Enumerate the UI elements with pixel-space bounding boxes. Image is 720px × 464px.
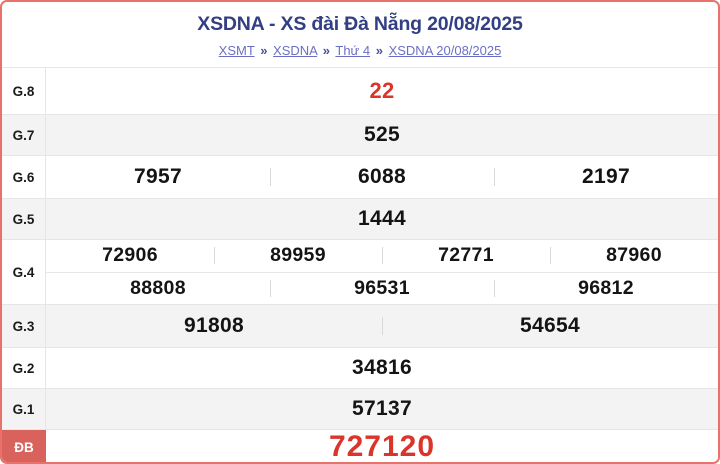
table-row-special: ĐB 727120 [2, 430, 718, 464]
prize-values: 1444 [46, 199, 718, 239]
table-row: G.7 525 [2, 115, 718, 157]
prize-number: 88808 [130, 276, 186, 299]
value-line: 727120 [46, 430, 718, 464]
breadcrumb-separator: » [322, 43, 330, 59]
prize-label: G.1 [2, 389, 46, 430]
prize-number-special: 727120 [328, 430, 436, 464]
table-row: G.2 34816 [2, 348, 718, 390]
prize-label: G.5 [2, 199, 46, 240]
prize-number: 2197 [494, 165, 718, 189]
breadcrumb-link-xsdna[interactable]: XSDNA [273, 43, 318, 59]
page-title: XSDNA - XS đài Đà Nẵng 20/08/2025 [197, 13, 523, 35]
table-row: G.4 72906 89959 72771 87960 88808 96531 … [2, 240, 718, 306]
prize-number: 96812 [494, 277, 718, 300]
prize-number: 1444 [358, 207, 406, 231]
prize-number: 72906 [102, 244, 158, 267]
prize-values: 72906 89959 72771 87960 88808 96531 9681… [46, 240, 718, 304]
table-row: G.3 91808 54654 [2, 305, 718, 349]
prize-number: 22 [369, 78, 395, 104]
prize-label: G.3 [2, 305, 46, 348]
breadcrumb: XSMT » XSDNA » Thứ 4 » XSDNA 20/08/2025 [2, 43, 718, 59]
prize-number: 91808 [184, 314, 244, 338]
prize-label: G.6 [2, 156, 46, 199]
value-line: 525 [46, 115, 718, 155]
prize-number: 89959 [214, 244, 382, 267]
prize-number: 7957 [134, 165, 182, 189]
table-row: G.5 1444 [2, 199, 718, 241]
breadcrumb-separator: » [260, 43, 268, 59]
prize-number: 96531 [270, 277, 494, 300]
prize-values: 7957 6088 2197 [46, 156, 718, 198]
prize-values: 22 [46, 68, 718, 114]
page-header: XSDNA - XS đài Đà Nẵng 20/08/2025 XSMT »… [2, 2, 718, 68]
breadcrumb-link-current[interactable]: XSDNA 20/08/2025 [388, 43, 502, 59]
prize-label: G.8 [2, 68, 46, 115]
breadcrumb-separator: » [375, 43, 383, 59]
prize-values: 525 [46, 115, 718, 155]
prize-number: 87960 [550, 244, 718, 267]
prize-label-special: ĐB [2, 430, 46, 462]
prize-number: 57137 [352, 397, 412, 421]
results-table: G.8 22 G.7 525 G.6 7957 6088 2197 [2, 67, 718, 464]
breadcrumb-link-xsmt[interactable]: XSMT [218, 43, 255, 59]
prize-values: 91808 54654 [46, 305, 718, 347]
table-row: G.6 7957 6088 2197 [2, 156, 718, 200]
value-line: 88808 96531 96812 [46, 271, 718, 305]
prize-label: G.7 [2, 115, 46, 156]
value-line: 1444 [46, 199, 718, 239]
prize-values: 34816 [46, 348, 718, 388]
prize-number: 54654 [382, 314, 718, 338]
prize-values: 57137 [46, 389, 718, 429]
prize-number: 525 [364, 123, 400, 147]
prize-label: G.4 [2, 240, 46, 305]
value-line: 57137 [46, 389, 718, 429]
value-line: 91808 54654 [46, 305, 718, 347]
value-line: 22 [46, 68, 718, 114]
prize-label: G.2 [2, 348, 46, 389]
prize-number: 72771 [382, 244, 550, 267]
table-row: G.8 22 [2, 68, 718, 116]
prize-values: 727120 [46, 430, 718, 464]
value-line: 7957 6088 2197 [46, 156, 718, 198]
value-line: 72906 89959 72771 87960 [46, 240, 718, 272]
table-row: G.1 57137 [2, 389, 718, 431]
breadcrumb-link-weekday[interactable]: Thứ 4 [335, 43, 371, 59]
prize-number: 34816 [352, 356, 412, 380]
prize-number: 6088 [270, 165, 494, 189]
value-line: 34816 [46, 348, 718, 388]
